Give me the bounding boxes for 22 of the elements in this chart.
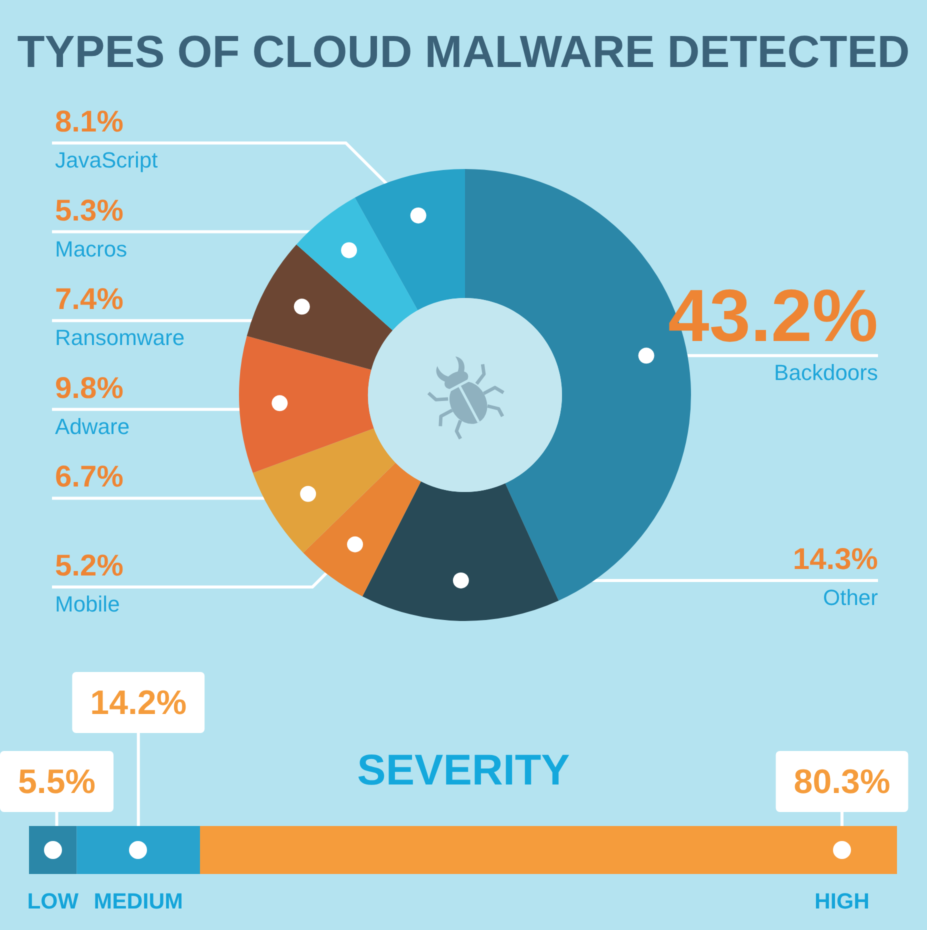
slice-label: JavaScript [55, 148, 158, 172]
data-label: 8.1% [55, 106, 124, 138]
series-label: LOW [27, 888, 79, 914]
data-label: 14.2% [90, 684, 187, 722]
data-label: 6.7% [55, 460, 124, 494]
data-label: 9.8% [55, 372, 124, 405]
data-label: 80.3% [794, 763, 890, 801]
chart-title: SEVERITY [357, 746, 570, 794]
slice-label: Macros [55, 236, 128, 262]
data-label: 14.3% [792, 542, 878, 576]
slice-label: Ransomware [55, 325, 185, 350]
data-label: 5.3% [55, 194, 124, 228]
series-label: MEDIUM [94, 888, 183, 914]
series-label: HIGH [814, 888, 870, 914]
data-label: 5.5% [18, 763, 96, 801]
slice-label: Adware [55, 414, 130, 439]
data-label: 7.4% [55, 283, 124, 316]
slice-label: Mobile [55, 592, 120, 616]
slice-label: Backdoors [774, 360, 878, 386]
slice-label: Other [822, 584, 878, 610]
data-label: 5.2% [55, 550, 124, 582]
chart-title: TYPES OF CLOUD MALWARE DETECTED [17, 26, 910, 77]
